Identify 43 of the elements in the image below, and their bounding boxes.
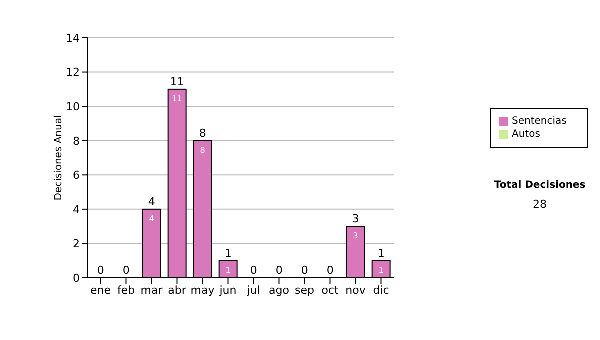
total-label: 8 bbox=[199, 126, 206, 140]
x-tick-label: sep bbox=[295, 284, 315, 297]
y-tick-label: 10 bbox=[66, 100, 80, 114]
total-label: 0 bbox=[250, 264, 258, 277]
legend-label: Autos bbox=[512, 129, 540, 140]
x-tick-label: jun bbox=[218, 284, 237, 297]
total-label: 1 bbox=[378, 246, 385, 260]
x-tick-label: abr bbox=[168, 284, 187, 297]
data-label: 1 bbox=[226, 266, 231, 275]
x-tick-label: oct bbox=[322, 284, 340, 297]
y-tick-label: 6 bbox=[73, 169, 80, 182]
total-label: 4 bbox=[148, 195, 156, 208]
data-label: 1 bbox=[378, 266, 384, 275]
x-tick-label: ene bbox=[90, 284, 112, 297]
y-tick-label: 2 bbox=[73, 238, 80, 251]
y-axis-title: Decisiones Anual bbox=[54, 115, 65, 201]
total-label: 0 bbox=[301, 264, 308, 277]
x-tick-label: dic bbox=[373, 284, 390, 297]
x-tick-label: jul bbox=[246, 284, 260, 297]
total-label: 0 bbox=[97, 264, 104, 277]
x-tick-label: ago bbox=[269, 284, 290, 297]
data-label: 4 bbox=[149, 214, 154, 224]
x-tick-label: mar bbox=[140, 284, 164, 297]
text: 28 bbox=[532, 198, 548, 211]
text: Total Decisiones bbox=[493, 180, 587, 191]
total-label: 1 bbox=[224, 246, 232, 260]
total-label: 11 bbox=[170, 75, 184, 88]
total-label: 3 bbox=[352, 212, 360, 226]
x-tick-label: feb bbox=[117, 284, 136, 297]
total-label: 0 bbox=[122, 264, 130, 277]
total-label: 0 bbox=[326, 264, 334, 277]
y-tick-label: 12 bbox=[66, 66, 80, 80]
y-tick-label: 8 bbox=[73, 134, 80, 148]
data-label: 11 bbox=[172, 94, 182, 104]
y-tick-label: 14 bbox=[66, 32, 80, 45]
data-label: 3 bbox=[353, 232, 358, 241]
x-tick-label: may bbox=[190, 284, 216, 297]
data-label: 8 bbox=[200, 146, 206, 155]
legend-label: Sentencias bbox=[512, 116, 567, 127]
x-tick-label: nov bbox=[346, 284, 366, 297]
y-tick-label: 0 bbox=[73, 272, 80, 285]
total-label: 0 bbox=[276, 264, 283, 277]
y-tick-label: 4 bbox=[73, 203, 80, 216]
